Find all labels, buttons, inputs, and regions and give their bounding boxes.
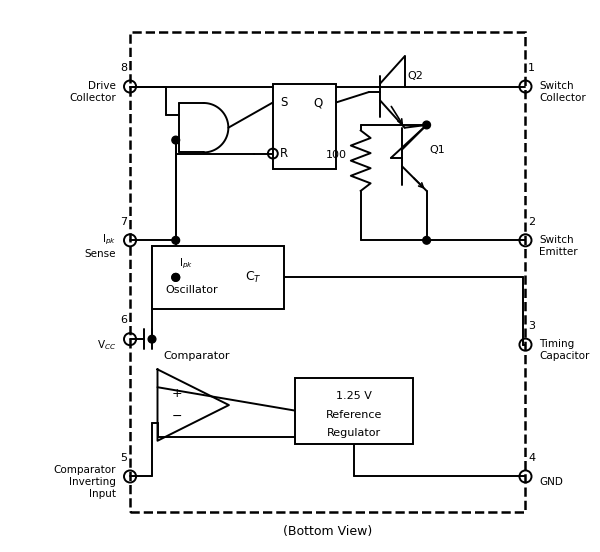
Text: I$_{pk}$
Sense: I$_{pk}$ Sense <box>85 232 116 259</box>
Text: Oscillator: Oscillator <box>165 285 218 295</box>
Text: Regulator: Regulator <box>327 428 381 438</box>
Text: 1.25 V: 1.25 V <box>336 391 372 401</box>
Text: GND: GND <box>539 477 563 487</box>
Bar <box>130 31 526 512</box>
Text: Q: Q <box>314 96 323 109</box>
Text: +: + <box>172 387 182 400</box>
Text: I$_{pk}$: I$_{pk}$ <box>179 256 193 270</box>
Circle shape <box>172 274 179 281</box>
Text: Comparator
Inverting
Input: Comparator Inverting Input <box>54 465 116 500</box>
Circle shape <box>423 236 430 244</box>
Circle shape <box>172 274 179 281</box>
Text: Reference: Reference <box>326 410 382 420</box>
Text: Drive
Collector: Drive Collector <box>70 81 116 103</box>
Text: 100: 100 <box>326 150 347 160</box>
Circle shape <box>172 136 179 144</box>
Text: 5: 5 <box>120 453 127 463</box>
Text: 1: 1 <box>528 63 535 73</box>
Text: Switch
Emitter: Switch Emitter <box>539 235 578 257</box>
Text: Q2: Q2 <box>407 71 423 81</box>
Text: (Bottom View): (Bottom View) <box>283 525 373 538</box>
Bar <box>273 84 336 169</box>
Circle shape <box>148 335 156 343</box>
Text: 2: 2 <box>528 216 535 226</box>
Circle shape <box>172 236 179 244</box>
Text: 8: 8 <box>120 63 127 73</box>
Text: 3: 3 <box>528 321 535 331</box>
Bar <box>295 378 413 443</box>
Text: C$_T$: C$_T$ <box>245 270 262 285</box>
Text: Q1: Q1 <box>430 145 445 155</box>
Text: V$_{CC}$: V$_{CC}$ <box>97 338 116 352</box>
Text: Timing
Capacitor: Timing Capacitor <box>539 339 590 362</box>
Text: R: R <box>280 147 288 160</box>
Bar <box>152 246 284 309</box>
Text: S: S <box>281 96 288 109</box>
Text: −: − <box>172 410 182 423</box>
Text: 6: 6 <box>120 315 127 326</box>
Text: 4: 4 <box>528 453 535 463</box>
Text: 7: 7 <box>120 216 127 226</box>
Circle shape <box>423 121 430 129</box>
Text: Switch
Collector: Switch Collector <box>539 81 586 103</box>
Text: Comparator: Comparator <box>164 351 230 360</box>
